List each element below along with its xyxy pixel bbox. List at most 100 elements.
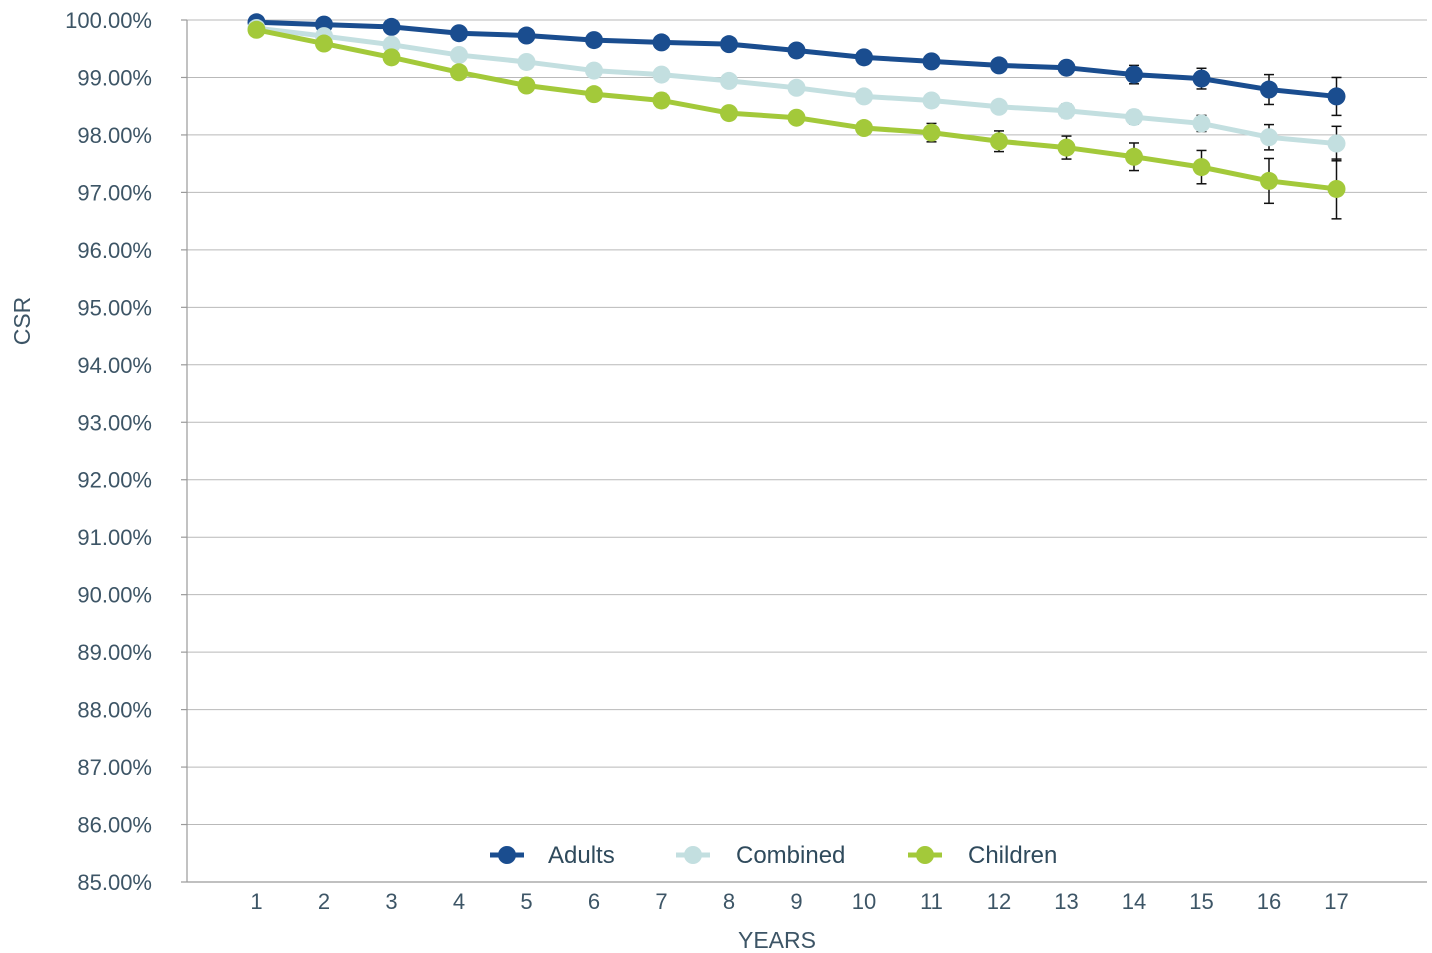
y-tick-labels: 85.00% 86.00% 87.00% 88.00% 89.00% 90.00% 91.0… <box>65 8 152 895</box>
x-tick-label: 7 <box>655 889 667 914</box>
x-axis-title: YEARS <box>738 927 816 953</box>
grid-lines <box>187 19 1427 883</box>
x-tick-label: 11 <box>920 889 943 914</box>
x-tick-label: 16 <box>1257 889 1281 914</box>
y-tick-label: 99.00% <box>77 65 152 90</box>
legend: Adults Combined Children <box>490 842 1057 869</box>
x-tick-labels: 1 2 3 4 5 6 7 8 9 10 11 12 13 14 15 16 17 <box>250 889 1348 914</box>
x-tick-label: 6 <box>588 889 600 914</box>
y-tick-label: 94.00% <box>77 353 152 378</box>
y-tick-label: 87.00% <box>77 755 152 780</box>
data-point <box>585 61 603 80</box>
y-tick-label: 97.00% <box>77 180 152 205</box>
data-point <box>1327 134 1346 153</box>
data-point <box>1192 69 1211 88</box>
data-point <box>517 52 536 71</box>
x-tick-label: 17 <box>1324 889 1348 914</box>
legend-swatch-marker <box>916 846 934 864</box>
y-tick-label: 95.00% <box>77 295 152 320</box>
data-point <box>450 63 468 82</box>
y-tick-label: 93.00% <box>77 410 152 435</box>
legend-item-combined: Combined <box>676 842 845 869</box>
data-point <box>855 119 873 138</box>
data-point <box>1192 158 1211 177</box>
data-point <box>652 91 671 110</box>
y-tick-label: 98.00% <box>77 123 152 148</box>
data-point <box>247 20 266 39</box>
data-point <box>585 85 603 104</box>
x-tick-label: 14 <box>1122 889 1146 914</box>
x-tick-label: 10 <box>852 889 876 914</box>
data-point <box>922 123 941 142</box>
x-tick-label: 1 <box>250 889 262 914</box>
x-tick-label: 13 <box>1054 889 1078 914</box>
legend-label: Adults <box>548 842 615 869</box>
y-tick-label: 85.00% <box>77 870 152 895</box>
legend-swatch-marker <box>684 846 702 864</box>
data-point <box>1125 108 1143 127</box>
series-children <box>247 20 1346 198</box>
series-combined <box>247 19 1346 153</box>
data-point <box>315 34 333 53</box>
data-point <box>1260 171 1278 190</box>
data-point <box>1327 179 1346 198</box>
data-point <box>1057 58 1076 77</box>
data-point <box>652 33 671 52</box>
data-point <box>990 56 1008 75</box>
data-point <box>450 46 468 65</box>
data-point <box>517 26 536 45</box>
legend-label: Children <box>968 842 1057 869</box>
y-tick-label: 100.00% <box>65 8 152 33</box>
y-tick-label: 92.00% <box>77 468 152 493</box>
legend-item-children: Children <box>908 842 1057 869</box>
data-point <box>1057 101 1076 120</box>
y-axis-title: CSR <box>9 297 35 346</box>
y-tick-label: 90.00% <box>77 583 152 608</box>
data-point <box>720 35 738 54</box>
x-tick-label: 2 <box>318 889 330 914</box>
data-point <box>382 48 401 67</box>
data-point <box>1260 128 1278 147</box>
data-point <box>382 17 401 36</box>
legend-item-adults: Adults <box>490 842 615 869</box>
data-point <box>787 41 806 60</box>
data-point <box>787 108 806 127</box>
y-tick-label: 96.00% <box>77 238 152 263</box>
x-tick-label: 12 <box>987 889 1011 914</box>
y-tick-label: 86.00% <box>77 813 152 838</box>
data-point <box>787 78 806 97</box>
x-tick-label: 9 <box>790 889 802 914</box>
data-point <box>382 35 401 54</box>
data-point <box>450 24 468 43</box>
data-point <box>652 65 671 84</box>
data-point <box>922 52 941 71</box>
axes <box>181 19 1427 883</box>
y-tick-label: 91.00% <box>77 525 152 550</box>
data-point <box>1057 138 1076 157</box>
legend-label: Combined <box>736 842 845 869</box>
x-tick-label: 4 <box>453 889 465 914</box>
data-point <box>585 31 603 50</box>
data-point <box>517 76 536 95</box>
x-tick-label: 8 <box>723 889 735 914</box>
data-point <box>1125 65 1143 84</box>
y-tick-label: 88.00% <box>77 698 152 723</box>
data-point <box>1125 147 1143 166</box>
series-adults <box>247 13 1346 106</box>
data-point <box>1327 87 1346 106</box>
x-tick-label: 5 <box>520 889 532 914</box>
data-point <box>1260 80 1278 99</box>
data-point <box>1192 114 1211 133</box>
data-point <box>720 104 738 123</box>
data-point <box>922 91 941 110</box>
data-point <box>855 87 873 106</box>
series-lines <box>247 13 1346 198</box>
data-point <box>855 48 873 67</box>
data-point <box>990 132 1008 151</box>
legend-swatch-marker <box>498 846 516 864</box>
x-tick-label: 15 <box>1189 889 1213 914</box>
x-tick-label: 3 <box>385 889 397 914</box>
y-tick-label: 89.00% <box>77 640 152 665</box>
